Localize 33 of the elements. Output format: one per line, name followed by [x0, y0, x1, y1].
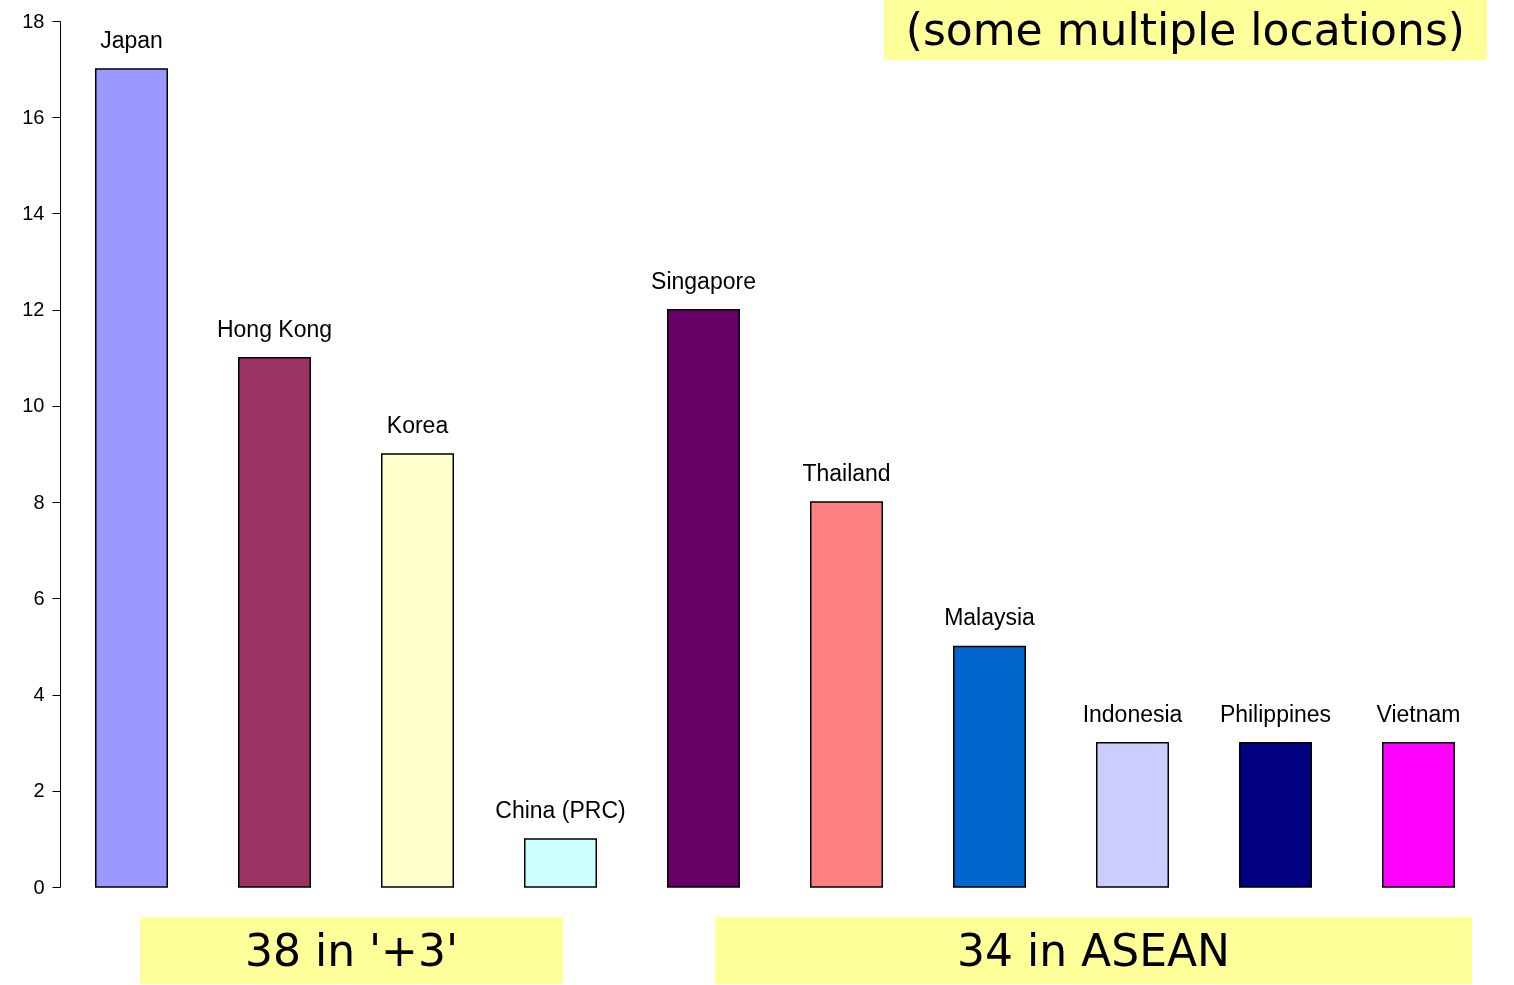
y-tick-label: 2 [33, 779, 45, 802]
y-tick-label: 14 [22, 201, 45, 224]
x-tick-label: Korea [386, 412, 449, 438]
x-tick-label: Japan [100, 27, 163, 54]
bar [1382, 741, 1455, 888]
y-tick-label: 4 [33, 683, 45, 706]
x-tick-label: Hong Kong [216, 315, 333, 342]
bar [667, 308, 740, 888]
x-tick-label: Philippines [1219, 700, 1332, 727]
x-tick-label: Indonesia [1082, 700, 1183, 727]
bar [238, 357, 311, 888]
annotation: (some multiple locations) [883, 0, 1487, 60]
bar [524, 838, 597, 888]
y-tick-label: 0 [33, 875, 45, 898]
text: 34 in ASEAN [715, 917, 1472, 984]
bar [953, 645, 1026, 888]
bar [1096, 741, 1169, 888]
bar [810, 501, 883, 888]
y-tick-label: 18 [22, 9, 45, 32]
y-tick-label: 12 [22, 298, 45, 321]
y-tick-label: 16 [22, 105, 45, 128]
y-tick-label: 8 [33, 490, 45, 513]
y-tick-label: 10 [22, 394, 45, 417]
x-tick-label: Thailand [802, 460, 891, 487]
x-tick-label: Singapore [651, 267, 756, 294]
bar [381, 453, 454, 888]
bar [95, 68, 168, 888]
y-tick-label: 6 [33, 586, 45, 609]
x-tick-label: Malaysia [944, 604, 1036, 631]
text: 38 in '+3' [140, 917, 563, 984]
x-tick-label: China (PRC) [495, 796, 626, 823]
bar [1239, 741, 1312, 888]
x-tick-label: Vietnam [1376, 700, 1461, 727]
